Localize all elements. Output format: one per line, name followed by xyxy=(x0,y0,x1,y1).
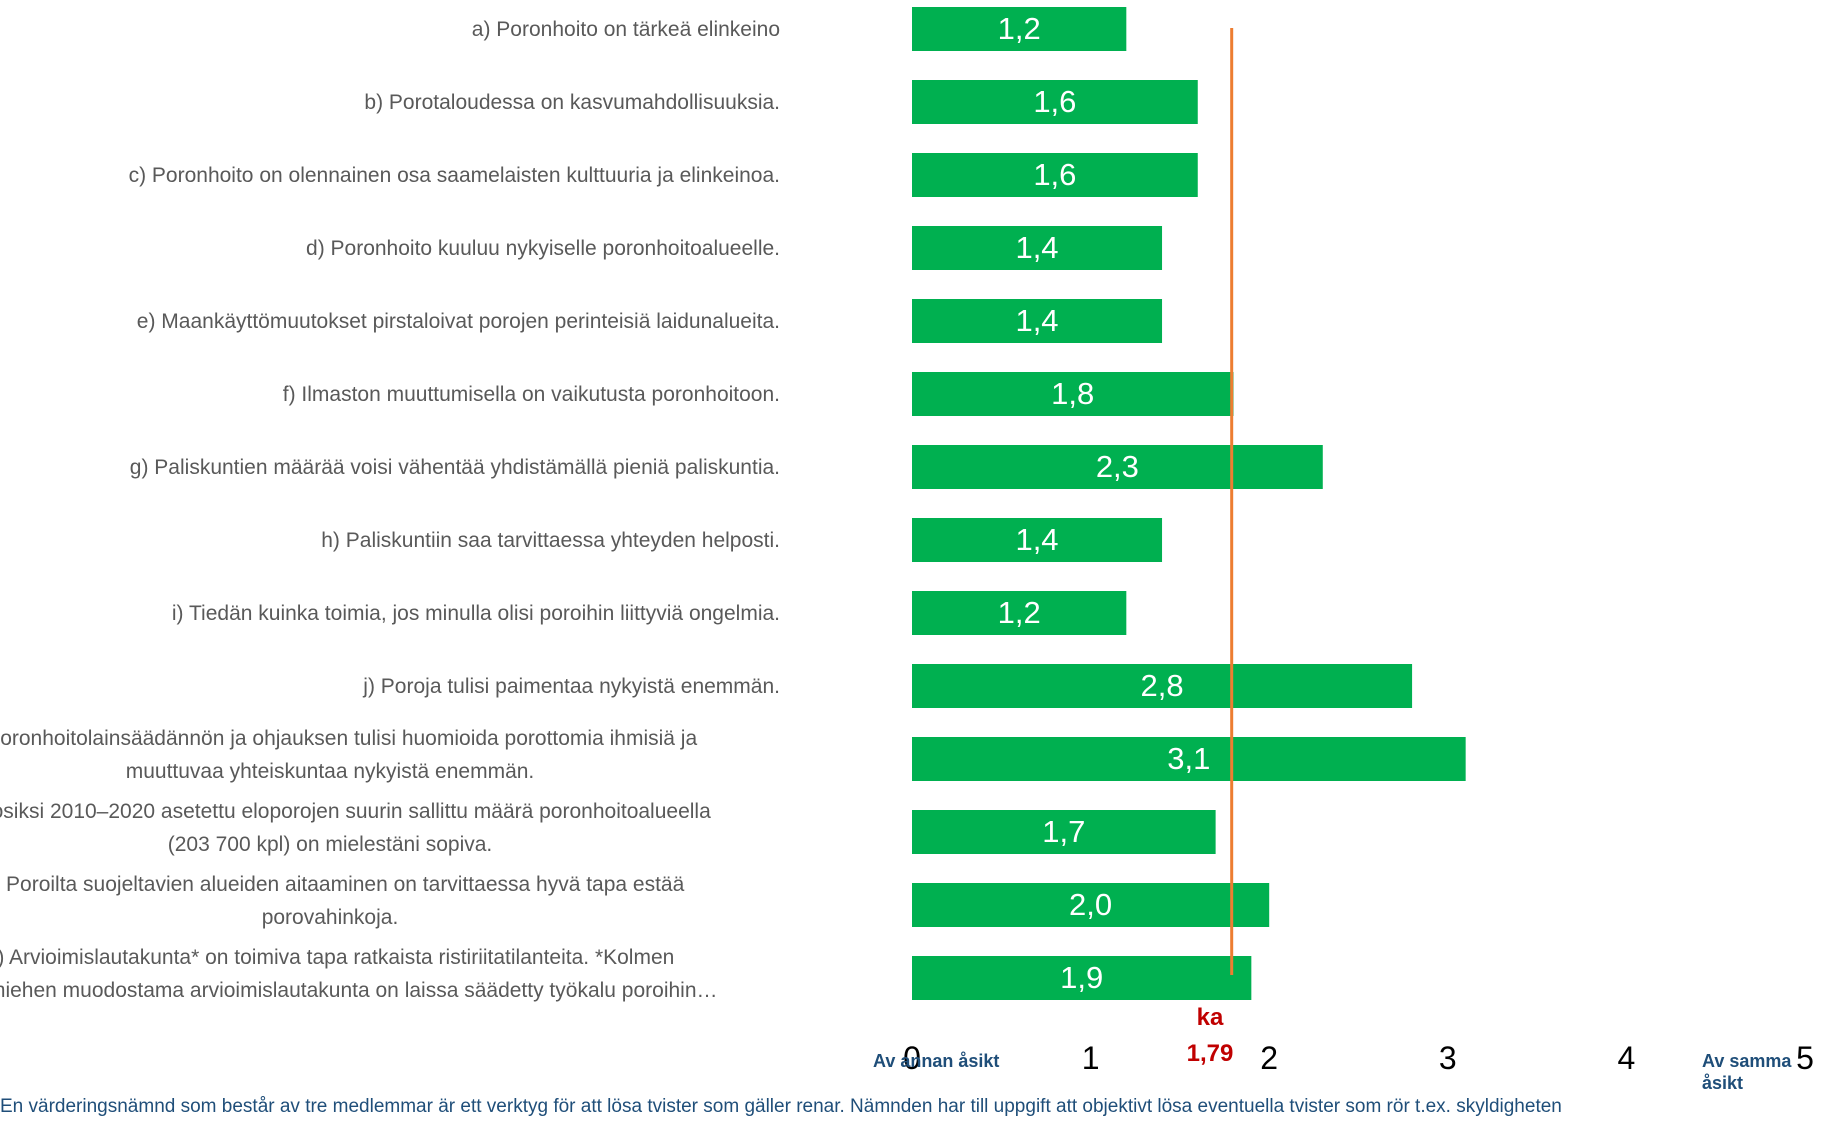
bar-value-label: 3,1 xyxy=(1167,741,1211,776)
category-label-line: g) Paliskuntien määrää voisi vähentää yh… xyxy=(129,455,780,479)
bar xyxy=(912,956,1252,1000)
x-tick-label: 5 xyxy=(1796,1040,1814,1076)
bar-value-label: 1,8 xyxy=(1051,376,1095,411)
bar xyxy=(912,518,1163,562)
category-label-line: c) Poronhoito on olennainen osa saamelai… xyxy=(128,163,780,187)
category-label-line: e) Maankäyttömuutokset pirstaloivat poro… xyxy=(136,309,780,333)
category-label-line: muuttuvaa yhteiskuntaa nykyistä enemmän. xyxy=(125,760,535,783)
category-label: g) Paliskuntien määrää voisi vähentää yh… xyxy=(0,451,780,484)
category-label: i) Tiedän kuinka toimia, jos minulla oli… xyxy=(0,597,780,630)
category-label-line: porovahinkoja. xyxy=(261,906,399,929)
bar xyxy=(912,810,1216,854)
mean-label-title: ka xyxy=(1196,1004,1224,1031)
bar-value-label: 1,9 xyxy=(1060,960,1104,995)
bar xyxy=(912,737,1466,781)
bar xyxy=(912,153,1198,197)
axis-left-end-label: Av annan åsikt xyxy=(873,1051,1000,1071)
bar xyxy=(912,445,1323,489)
category-label: k) Poronhoitolainsäädännön ja ohjauksen … xyxy=(0,722,780,788)
bar-value-label: 1,6 xyxy=(1033,84,1077,119)
mean-label-value: 1,79 xyxy=(1186,1040,1234,1067)
category-label-line: f) Ilmaston muuttumisella on vaikutusta … xyxy=(282,382,780,406)
category-label-line: i) Tiedän kuinka toimia, jos minulla oli… xyxy=(171,601,780,625)
category-label-line: h) Paliskuntiin saa tarvittaessa yhteyde… xyxy=(321,528,780,552)
bar-value-label: 1,2 xyxy=(997,11,1041,46)
x-tick-label: 0 xyxy=(903,1040,921,1076)
x-tick-label: 2 xyxy=(1260,1040,1279,1076)
bar-value-label: 2,0 xyxy=(1069,887,1113,922)
bar xyxy=(912,883,1270,927)
axis-right-end-label: Av samma åsikt xyxy=(1702,1051,1792,1093)
bar-value-label: 1,2 xyxy=(997,595,1041,630)
x-tick-label: 4 xyxy=(1617,1040,1636,1076)
category-label-line: l) Vuosiksi 2010–2020 asetettu eloporoje… xyxy=(0,800,711,823)
category-label: j) Poroja tulisi paimentaa nykyistä enem… xyxy=(0,670,780,703)
category-label: e) Maankäyttömuutokset pirstaloivat poro… xyxy=(0,305,780,338)
category-label: b) Porotaloudessa on kasvumahdollisuuksi… xyxy=(0,86,780,119)
bar-value-label: 1,7 xyxy=(1042,814,1086,849)
bar xyxy=(912,299,1163,343)
category-label: h) Paliskuntiin saa tarvittaessa yhteyde… xyxy=(0,524,780,557)
bar xyxy=(912,80,1198,124)
bar xyxy=(912,7,1127,51)
category-label: f) Ilmaston muuttumisella on vaikutusta … xyxy=(0,378,780,411)
category-label-line: d) Poronhoito kuuluu nykyiselle poronhoi… xyxy=(306,236,780,260)
category-label: m) Poroilta suojeltavien alueiden aitaam… xyxy=(0,868,780,934)
category-label-line: a) Poronhoito on tärkeä elinkeino xyxy=(471,17,780,41)
bar-value-label: 1,4 xyxy=(1015,303,1059,338)
category-label-line: (203 700 kpl) on mielestäni sopiva. xyxy=(167,833,493,856)
category-label: a) Poronhoito on tärkeä elinkeino xyxy=(0,13,780,46)
category-label: l) Vuosiksi 2010–2020 asetettu eloporoje… xyxy=(0,795,780,861)
bar-value-label: 1,4 xyxy=(1015,522,1059,557)
bar-value-label: 2,3 xyxy=(1095,449,1139,484)
category-label: c) Poronhoito on olennainen osa saamelai… xyxy=(0,159,780,192)
category-label-line: j) Poroja tulisi paimentaa nykyistä enem… xyxy=(363,674,780,698)
x-tick-label: 1 xyxy=(1081,1040,1100,1076)
bar xyxy=(912,591,1127,635)
x-tick-label: 3 xyxy=(1438,1040,1457,1076)
category-label-line: k) Poronhoitolainsäädännön ja ohjauksen … xyxy=(0,727,698,750)
category-label: n) Arvioimislautakunta* on toimiva tapa … xyxy=(0,941,780,1007)
category-label-line: b) Porotaloudessa on kasvumahdollisuuksi… xyxy=(364,90,780,114)
bar-value-label: 1,6 xyxy=(1033,157,1077,192)
category-label-line: m) Poroilta suojeltavien alueiden aitaam… xyxy=(0,873,685,896)
bar xyxy=(912,372,1234,416)
bar xyxy=(912,664,1413,708)
category-label-line: arviomiehen muodostama arvioimislautakun… xyxy=(0,979,718,1002)
footnote: En värderingsnämnd som består av tre med… xyxy=(0,1096,1562,1117)
bar-value-label: 2,8 xyxy=(1140,668,1184,703)
category-label: d) Poronhoito kuuluu nykyiselle poronhoi… xyxy=(0,232,780,265)
category-label-line: n) Arvioimislautakunta* on toimiva tapa … xyxy=(0,946,675,969)
bar-value-label: 1,4 xyxy=(1015,230,1059,265)
bar xyxy=(912,226,1163,270)
